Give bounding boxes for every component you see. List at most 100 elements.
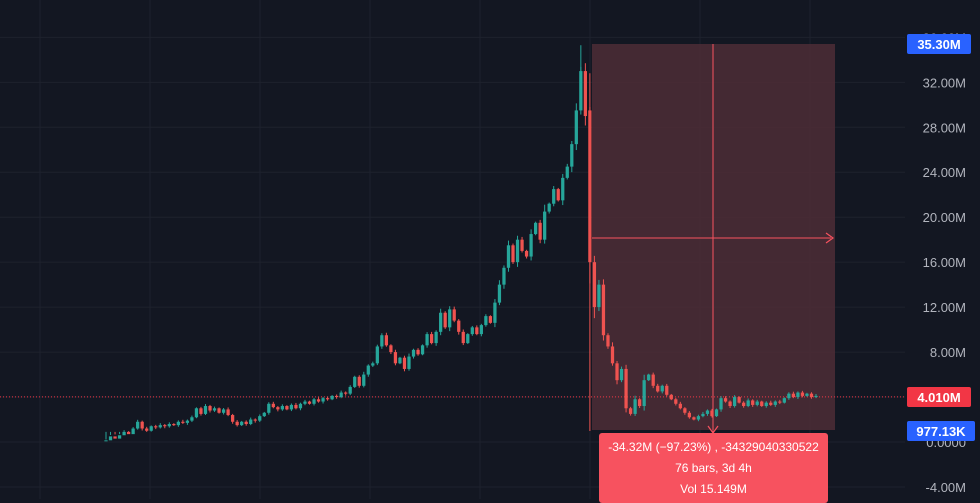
- measure-volume-text: Vol 15.149M: [680, 482, 747, 496]
- candle-body: [502, 267, 506, 285]
- candle-body: [276, 407, 280, 410]
- candle-body: [199, 408, 203, 414]
- candle-body: [420, 345, 425, 355]
- candle-body: [353, 376, 357, 387]
- candle-body: [606, 335, 610, 347]
- high-price-tag: [907, 34, 971, 54]
- candle-body: [751, 400, 755, 405]
- candle-body: [533, 222, 538, 235]
- candle-body: [737, 397, 741, 403]
- candle-body: [140, 421, 144, 429]
- candle-body: [325, 398, 330, 400]
- candle-body: [267, 403, 271, 413]
- price-tick-label: 12.00M: [923, 300, 966, 315]
- candle-body: [249, 419, 253, 425]
- candle-body: [321, 398, 325, 402]
- candle-body: [448, 309, 452, 328]
- candle-body: [660, 385, 664, 392]
- measure-bars-text: 76 bars, 3d 4h: [675, 461, 752, 475]
- candle-body: [796, 392, 800, 398]
- candle-body: [538, 222, 542, 240]
- candle-body: [131, 428, 135, 435]
- candle-body: [371, 363, 375, 366]
- candle-body: [154, 426, 158, 428]
- candle-body: [778, 401, 782, 403]
- candle-body: [330, 395, 334, 400]
- candle-body: [475, 327, 479, 335]
- candle-body: [511, 245, 515, 263]
- candle-body: [136, 421, 140, 429]
- measure-overlay[interactable]: [592, 44, 835, 435]
- candle-body: [149, 426, 153, 431]
- candle-body: [638, 399, 642, 407]
- candle-body: [163, 425, 167, 427]
- candle-body: [362, 374, 366, 386]
- candle-body: [434, 331, 438, 344]
- candle-body: [316, 399, 321, 402]
- candle-body: [619, 368, 624, 381]
- candle-body: [592, 262, 597, 308]
- candle-body: [203, 406, 208, 414]
- candle-body: [190, 417, 194, 421]
- candle-body: [303, 401, 307, 404]
- candle-body: [687, 412, 692, 418]
- candle-body: [348, 386, 352, 394]
- candle-body: [556, 189, 560, 201]
- candle-body: [764, 402, 768, 407]
- candle-body: [393, 352, 398, 364]
- candle-body: [705, 410, 710, 414]
- candle-body: [294, 404, 298, 409]
- candle-body: [113, 436, 117, 439]
- candle-body: [289, 404, 294, 410]
- candle-body: [732, 397, 737, 407]
- price-tick-label: 24.00M: [923, 165, 966, 180]
- candle-body: [307, 401, 312, 404]
- candle-body: [610, 346, 615, 364]
- candle-body: [126, 431, 131, 435]
- candle-body: [145, 428, 149, 431]
- candle-body: [719, 398, 723, 410]
- price-tick-label: -4.00M: [926, 480, 966, 495]
- candle-body: [185, 420, 190, 423]
- candle-body: [683, 408, 687, 413]
- candle-body: [669, 394, 673, 400]
- price-tick-label: 20.00M: [923, 210, 966, 225]
- candles-layer: [104, 45, 818, 442]
- candle-body: [375, 346, 379, 364]
- candle-body: [217, 408, 221, 413]
- candle-body: [515, 239, 520, 263]
- candle-body: [172, 424, 176, 426]
- arrow-right-icon: [825, 232, 835, 244]
- candle-body: [108, 436, 113, 441]
- candle-body: [389, 345, 393, 353]
- candle-body: [221, 409, 226, 413]
- candle-body: [429, 334, 434, 344]
- candle-body: [633, 399, 637, 414]
- candle-body: [253, 419, 257, 421]
- candle-body: [814, 395, 818, 398]
- candle-body: [583, 71, 587, 117]
- candle-body: [524, 250, 529, 257]
- candle-body: [244, 421, 248, 425]
- price-tags: 35.30M 4.010M 977.13K: [907, 34, 975, 441]
- candle-body: [746, 400, 750, 407]
- candle-body: [285, 406, 289, 410]
- candle-body: [755, 401, 759, 405]
- measure-info-box: -34.32M (−97.23%) , -34329040330522 76 b…: [599, 433, 828, 503]
- candle-body: [366, 365, 370, 375]
- candle-body: [443, 312, 447, 328]
- candle-body: [416, 349, 420, 355]
- candle-body: [398, 357, 402, 364]
- candle-body: [497, 284, 502, 303]
- candle-body: [312, 399, 316, 404]
- candle-body: [597, 284, 601, 308]
- candle-body: [407, 356, 411, 369]
- candle-body: [791, 393, 796, 398]
- candle-body: [800, 392, 805, 396]
- candle-body: [226, 409, 230, 416]
- candle-body: [760, 401, 764, 407]
- candle-body: [642, 380, 646, 407]
- candle-body: [773, 401, 777, 405]
- candle-body: [212, 408, 217, 411]
